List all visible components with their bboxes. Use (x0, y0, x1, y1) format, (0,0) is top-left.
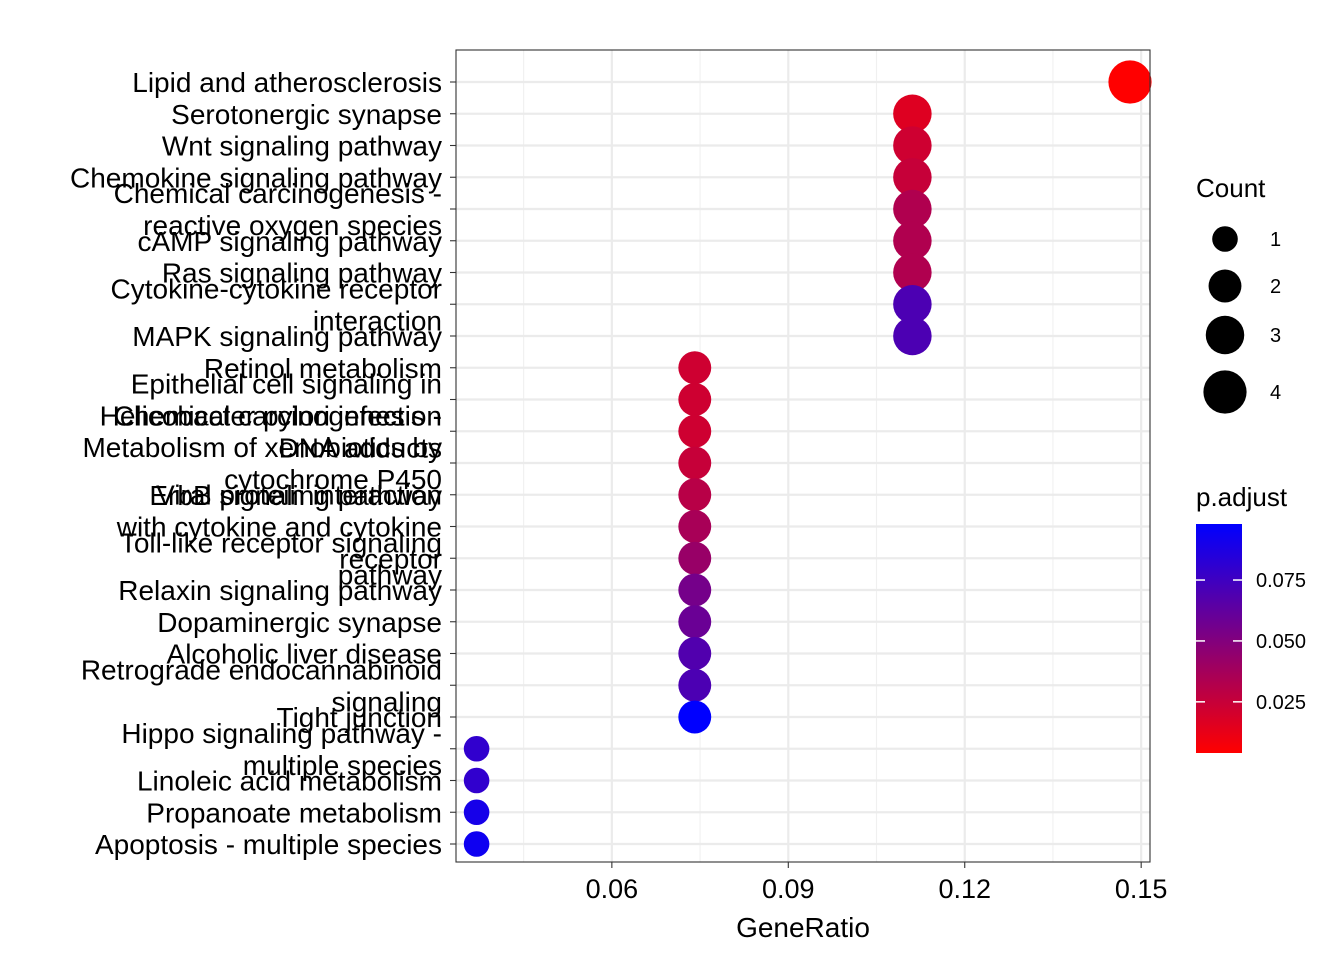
count-legend-key (1212, 226, 1238, 252)
x-axis: 0.06 0.09 0.12 0.15 (586, 862, 1168, 904)
count-legend-label: 1 (1270, 229, 1281, 251)
y-tick-label: Wnt signaling pathway (162, 131, 442, 162)
data-point (678, 573, 712, 607)
data-point (678, 605, 712, 639)
data-point (893, 316, 932, 356)
data-point (893, 189, 932, 229)
data-point (678, 668, 712, 702)
y-tick-label: Tight junction (277, 702, 443, 733)
count-legend-title: Count (1196, 173, 1266, 203)
data-point (1108, 60, 1152, 104)
y-tick-label: Hippo signaling pathway -multiple specie… (121, 718, 442, 781)
y-tick-label: Lipid and atherosclerosis (132, 67, 442, 98)
data-point (678, 637, 712, 670)
y-tick-label: Alcoholic liver disease (167, 639, 442, 670)
y-tick-label: Retinol metabolism (204, 353, 442, 384)
data-point (893, 221, 932, 260)
y-tick-label: Metabolism of xenobiotics by cytochrome P… (82, 432, 442, 495)
data-point (678, 541, 712, 575)
x-tick-label: 0.06 (586, 874, 639, 904)
count-legend-label: 3 (1270, 325, 1281, 347)
data-point (893, 158, 932, 197)
count-legend-label: 2 (1270, 276, 1281, 298)
data-point (463, 735, 490, 762)
y-tick-label: Dopaminergic synapse (157, 607, 442, 638)
count-legend-key (1203, 370, 1247, 414)
y-tick-label: MAPK signaling pathway (132, 321, 442, 352)
data-point (463, 767, 490, 794)
y-tick-label: Apoptosis - multiple species (95, 829, 442, 860)
data-point (678, 510, 712, 543)
count-legend: Count 1 2 3 4 (1196, 173, 1281, 414)
data-points (463, 60, 1152, 857)
data-point (893, 285, 932, 324)
colorbar-tick-label: 0.025 (1256, 692, 1306, 714)
y-tick-label: Viral protein interaction with cytokine a… (116, 480, 442, 575)
y-tick-label: Serotonergic synapse (171, 99, 442, 130)
y-tick-label: Linoleic acid metabolism (137, 766, 442, 797)
x-tick-label: 0.09 (762, 874, 815, 904)
x-axis-title: GeneRatio (736, 912, 870, 943)
y-tick-label: Epithelial cell signaling in Helicobacter… (100, 369, 442, 432)
y-tick-label: ErbB signaling pathway (149, 480, 442, 511)
y-tick-label: Propanoate metabolism (146, 797, 442, 828)
grid-lines (456, 50, 1150, 862)
y-tick-label: Relaxin signaling pathway (118, 575, 442, 606)
y-tick-label: Cytokine-cytokine receptor interaction (111, 273, 442, 336)
data-point (893, 253, 932, 292)
y-tick-label: Chemical carcinogenesis -DNA adducts (114, 400, 442, 463)
count-legend-label: 4 (1270, 382, 1281, 404)
panel-background (456, 50, 1150, 862)
data-point (678, 700, 712, 734)
data-point (463, 831, 490, 857)
y-tick-label: cAMP signaling pathway (137, 226, 442, 257)
y-tick-label: Ras signaling pathway (162, 258, 442, 289)
colorbar-tick-label: 0.050 (1256, 631, 1306, 653)
p-adjust-legend-title: p.adjust (1196, 482, 1288, 512)
data-point (893, 94, 932, 133)
y-tick-label: Retrograde endocannabinoid signaling (81, 654, 442, 717)
data-point (678, 478, 712, 512)
p-adjust-legend: p.adjust 0.025 0.050 0.075 (1196, 482, 1306, 753)
data-point (678, 414, 712, 448)
data-point (678, 351, 712, 385)
data-point (463, 799, 490, 826)
data-point (893, 126, 932, 165)
y-tick-label: Chemical carcinogenesis -reactive oxygen… (114, 178, 442, 241)
y-tick-label: Chemokine signaling pathway (70, 162, 442, 193)
panel-border (455, 49, 1151, 863)
count-legend-key (1208, 269, 1242, 303)
count-legend-key (1205, 315, 1245, 355)
y-tick-label: Toll-like receptor signaling pathway (120, 527, 442, 590)
data-point (678, 446, 712, 480)
x-tick-label: 0.15 (1115, 874, 1168, 904)
data-point (678, 383, 712, 416)
x-tick-label: 0.12 (938, 874, 991, 904)
colorbar-tick-label: 0.075 (1256, 570, 1306, 592)
p-adjust-colorbar (1196, 524, 1242, 753)
